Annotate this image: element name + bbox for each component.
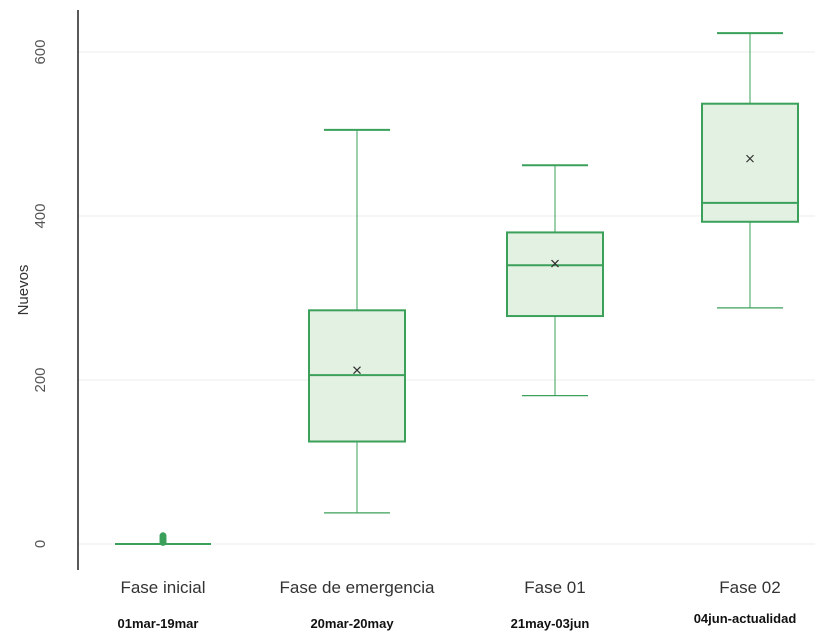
category-labels: Fase inicial Fase de emergencia Fase 01 Fas… — [120, 578, 780, 597]
period-labels: 01mar-19mar 20mar-20may 21may-03jun 04jun-a… — [118, 611, 797, 631]
mean-marker — [551, 259, 559, 268]
x-category-label: Fase 02 — [719, 578, 780, 597]
iqr-box — [506, 231, 604, 318]
boxes — [115, 32, 799, 546]
x-category-label: Fase inicial — [120, 578, 205, 597]
box-group — [701, 32, 799, 309]
iqr-box — [701, 102, 799, 223]
y-tick-label: 0 — [32, 540, 49, 548]
box-group — [115, 532, 211, 546]
box-group — [308, 128, 406, 514]
mean-marker — [746, 154, 754, 163]
period-label: 01mar-19mar — [118, 616, 199, 631]
y-tick-label: 600 — [32, 40, 49, 65]
box-group — [506, 164, 604, 397]
y-tick-label: 200 — [32, 367, 49, 392]
x-category-label: Fase 01 — [524, 578, 585, 597]
mean-marker — [353, 366, 361, 375]
period-label: 04jun-actualidad — [694, 611, 797, 626]
period-label: 20mar-20may — [310, 616, 394, 631]
y-axis-title: Nuevos — [15, 265, 32, 316]
period-label: 21may-03jun — [511, 616, 590, 631]
grid-lines — [78, 51, 815, 545]
y-tick-labels: 0 200 400 600 — [32, 40, 49, 549]
y-tick-label: 400 — [32, 204, 49, 229]
outlier-point — [159, 532, 167, 540]
x-category-label: Fase de emergencia — [280, 578, 436, 597]
